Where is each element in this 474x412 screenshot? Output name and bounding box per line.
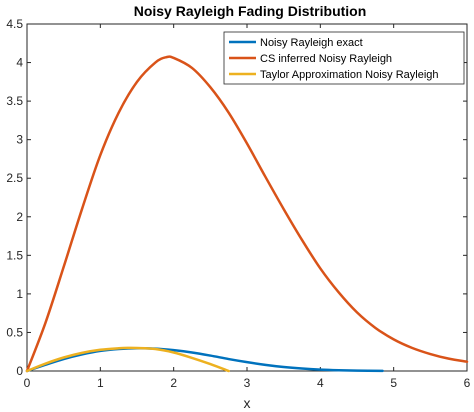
legend-label-2: CS inferred Noisy Rayleigh — [260, 53, 392, 65]
x-tick-label: 1 — [97, 376, 104, 390]
y-tick-label: 1.5 — [6, 248, 23, 262]
y-tick-label: 4 — [16, 56, 23, 70]
chart-title: Noisy Rayleigh Fading Distribution — [134, 3, 367, 19]
y-tick-label: 1 — [16, 287, 23, 301]
x-tick-label: 0 — [24, 376, 31, 390]
series-line-3 — [25, 346, 230, 373]
legend: Noisy Rayleigh exact CS inferred Noisy Ra… — [223, 31, 465, 85]
x-tick-label: 5 — [390, 376, 397, 390]
x-tick-label: 4 — [317, 376, 324, 390]
y-tick-label: 4.5 — [6, 17, 23, 31]
x-tick-label: 2 — [170, 376, 177, 390]
x-axis-label: x — [244, 395, 251, 411]
series-line-1 — [25, 346, 384, 373]
legend-label-1: Noisy Rayleigh exact — [260, 37, 363, 49]
series-line-2 — [25, 55, 469, 373]
legend-box — [223, 31, 465, 85]
legend-label-3: Taylor Approximation Noisy Rayleigh — [260, 69, 439, 81]
y-tick-label: 0 — [16, 364, 23, 378]
series-lines — [25, 55, 469, 373]
y-tick-label: 0.5 — [6, 325, 23, 339]
y-tick-label: 3.5 — [6, 94, 23, 108]
x-tick-label: 6 — [464, 376, 471, 390]
y-tick-label: 2 — [16, 210, 23, 224]
x-tick-label: 3 — [244, 376, 251, 390]
y-tick-label: 3 — [16, 133, 23, 147]
axis-ticks: 0 1 2 3 4 5 6 0 0.5 1 1.5 2 2.5 3 3.5 4 4.5 — [6, 17, 470, 390]
y-tick-label: 2.5 — [6, 171, 23, 185]
